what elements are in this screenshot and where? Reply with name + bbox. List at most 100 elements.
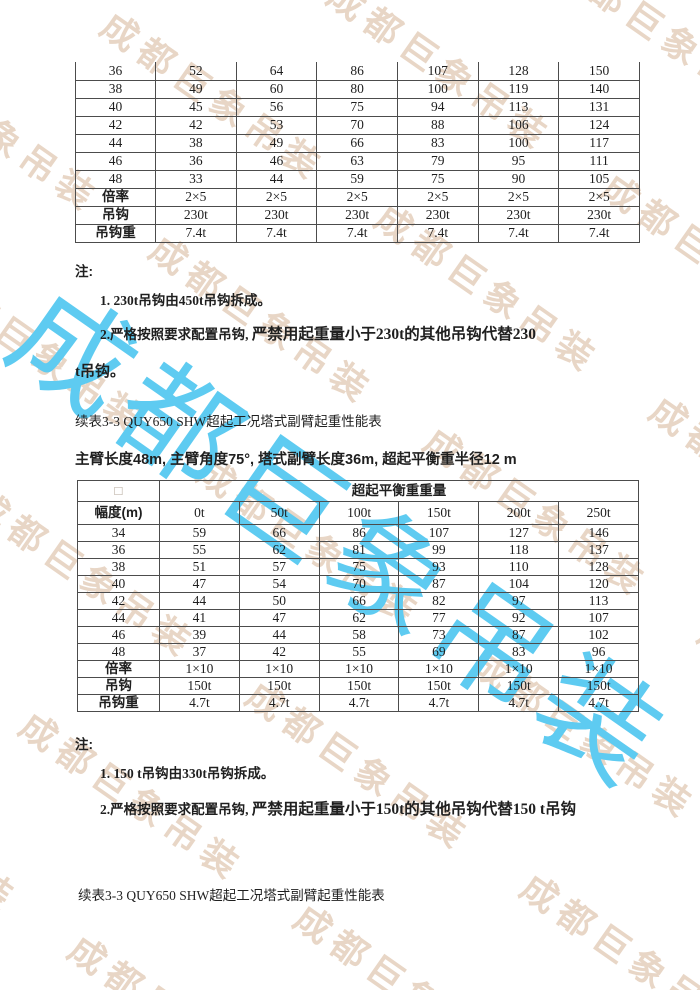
capacity-cell: 107 [398,524,480,542]
radius-cell: 48 [77,643,160,661]
capacity-cell: 62 [318,609,400,627]
capacity-cell: 49 [235,133,318,153]
column-header-cell: 50t [238,501,320,525]
capacity-cell: 117 [558,133,640,153]
capacity-cell: 2×5 [477,187,560,207]
capacity-cell: 137 [558,541,639,559]
table-row: 36 52 64 86 107 128 150 [75,62,640,81]
table2-header-rows: □ 超起平衡重重量 幅度(m) 0t 50t 100t 150t 200t 25… [77,480,639,525]
note-item-2-prefix: 2.严格按照要求配置吊钩, [100,327,252,342]
capacity-cell: 131 [558,97,640,117]
column-header-cell: 250t [558,501,639,525]
row-label-cell: 吊钩重 [75,223,156,243]
capacity-cell: 41 [159,609,240,627]
note-item-2: 2.严格按照要求配置吊钩, 严禁用起重量小于150t的其他吊钩代替150 t吊钩 [100,797,576,819]
capacity-cell: 111 [558,151,640,171]
table2-data-rows: 34 59 66 86 107 127 146 36 55 62 81 9 [77,524,639,661]
capacity-cell: 39 [159,626,240,644]
capacity-cell: 124 [558,115,640,135]
capacity-cell: 102 [558,626,639,644]
capacity-cell: 146 [558,524,639,542]
capacity-cell: 93 [398,558,480,576]
capacity-cell: 4.7t [159,694,240,712]
capacity-cell: 230t [396,205,479,225]
table-row: 44 38 49 66 83 100 117 [75,133,640,153]
capacity-cell: 60 [235,79,318,99]
row-label-cell: 倍率 [77,660,160,678]
capacity-cell: 73 [398,626,480,644]
capacity-cell: 59 [316,169,398,189]
radius-cell: 38 [75,79,156,99]
column-header-cell: 150t [398,501,480,525]
capacity-cell: 75 [396,169,479,189]
table-row: 吊钩 150t 150t 150t 150t 150t 150t [77,677,639,695]
capacity-cell: 66 [316,133,398,153]
capacity-cell: 7.4t [235,223,318,243]
capacity-cell: 150t [159,677,240,695]
capacity-cell: 47 [238,609,320,627]
radius-cell: 42 [77,592,160,610]
table-row: 吊钩重 7.4t 7.4t 7.4t 7.4t 7.4t 7.4t [75,223,640,243]
capacity-cell: 82 [398,592,480,610]
capacity-cell: 42 [238,643,320,661]
capacity-cell: 230t [235,205,318,225]
capacity-cell: 7.4t [316,223,398,243]
capacity-cell: 50 [238,592,320,610]
table-row: 40 47 54 70 87 104 120 [77,575,639,593]
table-row: 38 51 57 75 93 110 128 [77,558,639,576]
table-row: 吊钩 230t 230t 230t 230t 230t 230t [75,205,640,225]
capacity-cell: 7.4t [155,223,237,243]
row-label-cell: 吊钩 [75,205,156,225]
capacity-cell: 70 [318,575,400,593]
notes-heading: 注: [75,737,93,752]
table1-footer-rows: 倍率 2×5 2×5 2×5 2×5 2×5 2×5 吊钩 230t 230t … [75,187,640,243]
capacity-cell: 2×5 [558,187,640,207]
table-row: 吊钩重 4.7t 4.7t 4.7t 4.7t 4.7t 4.7t [77,694,639,712]
capacity-cell: 56 [235,97,318,117]
radius-cell: 44 [75,133,156,153]
column-header-cell: 0t [159,501,240,525]
capacity-cell: 150t [478,677,560,695]
note-item-2-main: 严禁用起重量小于150t的其他吊钩代替150 t吊钩 [251,801,577,818]
capacity-cell: 83 [478,643,560,661]
column-header-cell: 200t [478,501,560,525]
radius-cell: 34 [77,524,160,542]
capacity-cell: 113 [558,592,639,610]
capacity-cell: 128 [558,558,639,576]
radius-cell: 46 [77,626,160,644]
table-row: 44 41 47 62 77 92 107 [77,609,639,627]
table-header-row: 幅度(m) 0t 50t 100t 150t 200t 250t [77,501,639,525]
capacity-cell: 4.7t [318,694,400,712]
corner-cell: □ [77,480,160,502]
capacity-cell: 90 [477,169,560,189]
capacity-cell: 150t [398,677,480,695]
capacity-cell: 53 [235,115,318,135]
section-title: 续表3-3 QUY650 SHW超起工况塔式副臂起重性能表 [75,414,382,429]
table-row: 48 33 44 59 75 90 105 [75,169,640,189]
capacity-cell: 81 [318,541,400,559]
capacity-cell: 87 [478,626,560,644]
capacity-cell: 150t [318,677,400,695]
note-item-2: 2.严格按照要求配置吊钩, 严禁用起重量小于230t的其他吊钩代替230 [100,322,536,344]
capacity-cell: 44 [238,626,320,644]
capacity-cell: 44 [159,592,240,610]
radius-cell: 48 [75,169,156,189]
capacity-cell: 106 [477,115,560,135]
capacity-cell: 4.7t [478,694,560,712]
capacity-cell: 2×5 [316,187,398,207]
capacity-cell: 2×5 [155,187,237,207]
capacity-cell: 120 [558,575,639,593]
table-row: 48 37 42 55 69 83 96 [77,643,639,661]
capacity-cell: 7.4t [396,223,479,243]
capacity-cell: 92 [478,609,560,627]
capacity-cell: 77 [398,609,480,627]
capacity-cell: 64 [235,62,318,81]
table-row: 36 55 62 81 99 118 137 [77,541,639,559]
capacity-cell: 86 [316,62,398,81]
capacity-cell: 88 [396,115,479,135]
capacity-cell: 96 [558,643,639,661]
radius-cell: 40 [75,97,156,117]
capacity-cell: 110 [478,558,560,576]
capacity-cell: 97 [478,592,560,610]
